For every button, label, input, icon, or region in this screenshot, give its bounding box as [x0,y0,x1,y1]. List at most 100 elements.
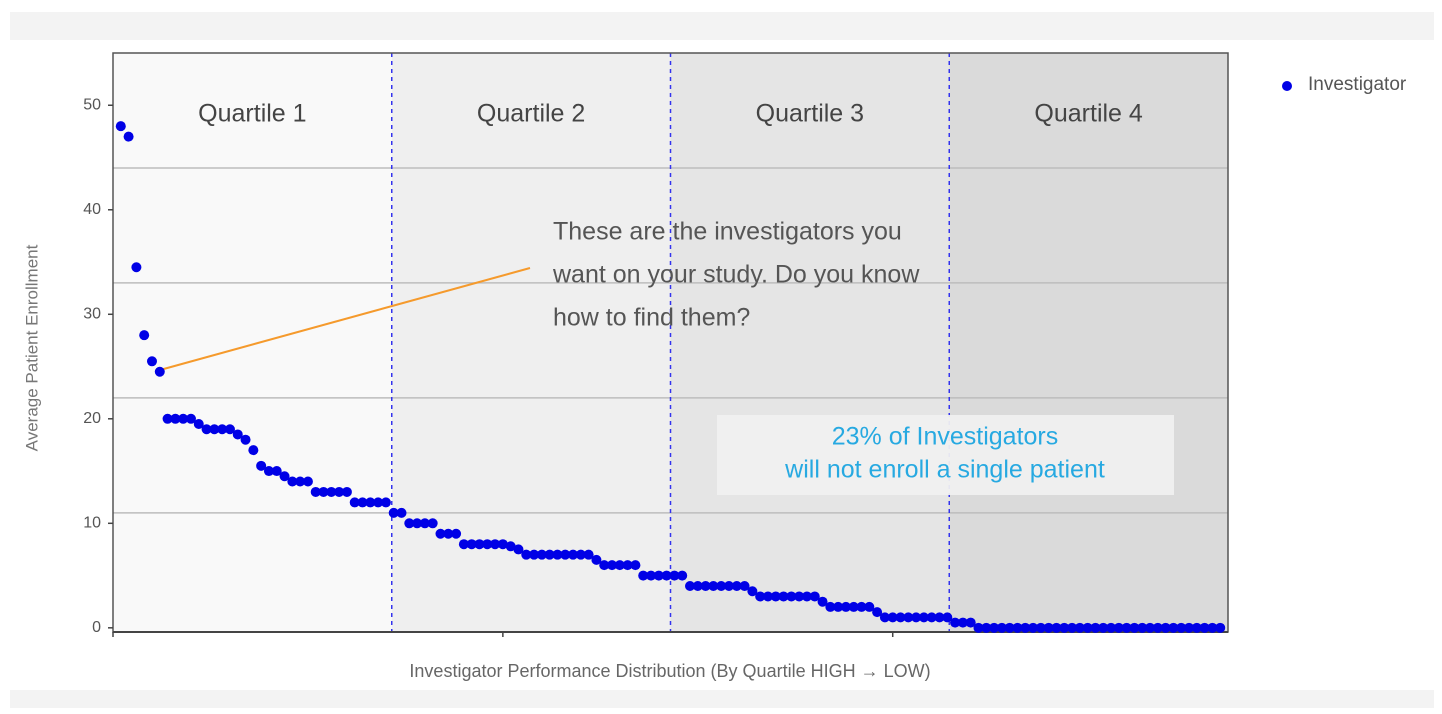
data-point [692,581,703,592]
data-point [942,612,953,623]
data-point [895,612,906,623]
data-point [614,560,625,571]
data-point [825,601,836,612]
data-point [1191,622,1202,633]
quartile-band [113,53,392,632]
data-point [193,419,204,430]
data-point [1067,622,1078,633]
data-point [217,424,228,435]
y-axis-label: Average Patient Enrollment [22,244,41,451]
data-point [1137,622,1148,633]
data-point [1129,622,1140,633]
data-point [178,413,189,424]
data-point [646,570,657,581]
data-point [419,518,430,529]
data-point [583,549,594,560]
data-point [981,622,992,633]
y-tick-label: 50 [83,96,101,113]
data-point [864,601,875,612]
data-point [708,581,719,592]
data-point [1082,622,1093,633]
data-point [1215,622,1226,633]
data-point [872,607,883,618]
data-point [856,601,867,612]
data-point [739,581,750,592]
data-point [794,591,805,602]
data-point [1051,622,1062,633]
data-point [412,518,423,529]
legend-label: Investigator [1308,74,1407,95]
data-point [801,591,812,602]
data-point [287,476,298,487]
y-tick-label: 0 [92,619,101,636]
data-point [638,570,649,581]
data-point [762,591,773,602]
data-point [575,549,586,560]
annotation-text: want on your study. Do you know [552,261,920,289]
data-point [443,528,454,539]
data-point [950,617,961,628]
data-point [911,612,922,623]
data-point [965,617,976,628]
data-point [373,497,384,508]
annotation-text: how to find them? [553,304,750,332]
data-point [731,581,742,592]
annotation-text: These are the investigators you [553,218,902,246]
data-point [427,518,438,529]
annotation-line [159,267,531,371]
callout-text: will not enroll a single patient [784,456,1105,484]
data-point [989,622,1000,633]
data-point [146,356,157,367]
quartile-label: Quartile 3 [756,100,864,128]
data-point [185,413,196,424]
data-point [840,601,851,612]
data-point [505,541,516,552]
data-point [1020,622,1031,633]
data-point [903,612,914,623]
data-point [552,549,563,560]
data-point [1184,622,1195,633]
quartile-band [391,53,671,632]
data-point [396,507,407,518]
data-point [154,366,165,377]
data-point [131,262,142,273]
data-point [513,544,524,555]
data-point [957,617,968,628]
data-point [271,466,282,477]
data-point [115,121,126,132]
data-point [684,581,695,592]
data-point [1074,622,1085,633]
data-point [529,549,540,560]
data-point [622,560,633,571]
data-point [770,591,781,602]
data-point [170,413,181,424]
data-point [302,476,313,487]
quartile-band [670,53,950,632]
data-point [1199,622,1210,633]
data-point [887,612,898,623]
data-point [1168,622,1179,633]
data-point [201,424,212,435]
data-point [482,539,493,550]
data-point [1059,622,1070,633]
data-point [1176,622,1187,633]
callout-text: 23% of Investigators [832,423,1059,451]
data-point [435,528,446,539]
data-point [560,549,571,560]
data-point [1160,622,1171,633]
data-point [934,612,945,623]
data-point [1004,622,1015,633]
data-point [1121,622,1132,633]
data-point [451,528,462,539]
data-point [357,497,368,508]
data-point [232,429,243,440]
data-point [536,549,547,560]
data-point [490,539,501,550]
bottom-band [10,690,1434,708]
data-point [1098,622,1109,633]
y-tick-label: 40 [83,201,101,218]
data-point [404,518,415,529]
data-point [700,581,711,592]
data-point [1043,622,1054,633]
